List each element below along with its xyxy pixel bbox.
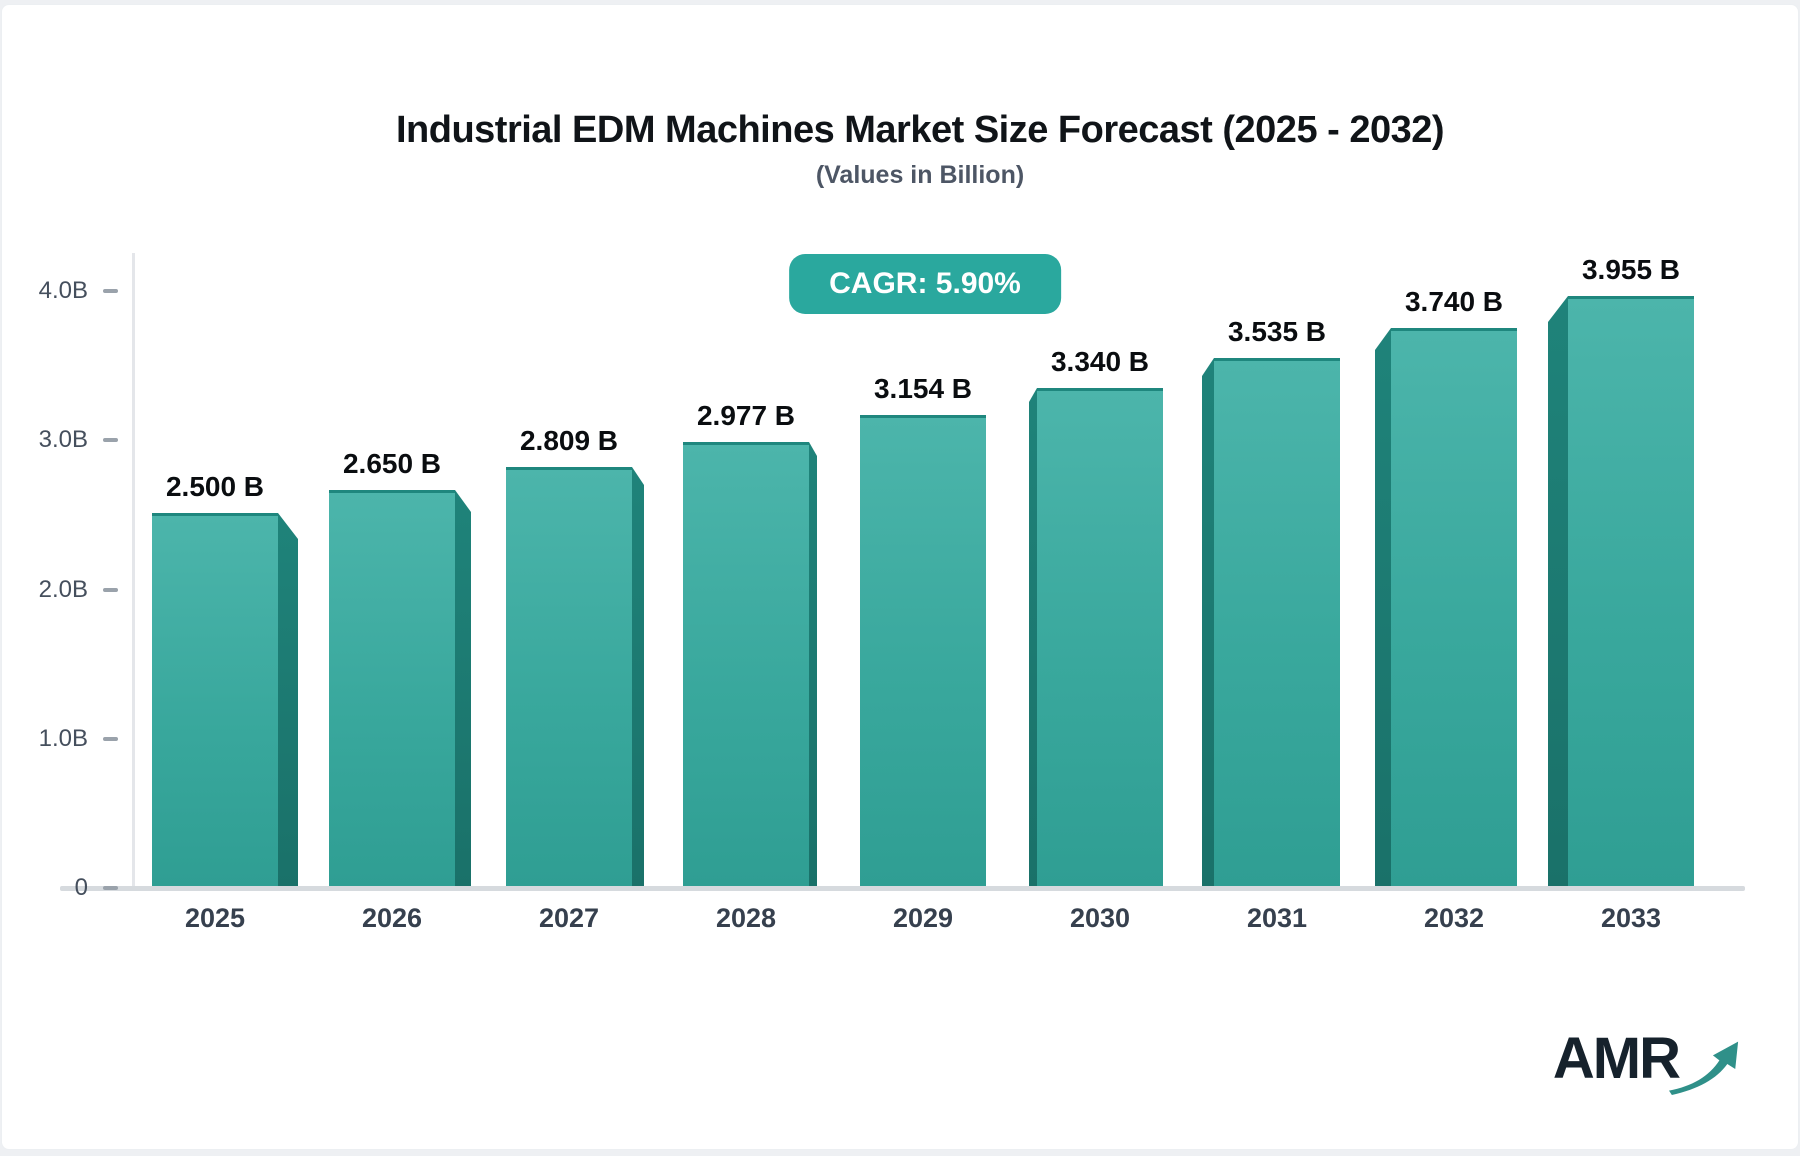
y-tick-label-0: 0: [74, 874, 88, 901]
bar-value-2027: 2.809 B: [519, 425, 619, 456]
bar-value-2032: 3.740 B: [1404, 286, 1504, 317]
y-tick-dash: [103, 289, 118, 293]
y-tick-dash: [103, 587, 118, 592]
bar-value-2029: 3.154 B: [873, 373, 973, 404]
x-tick-label-2025: 2025: [184, 903, 246, 933]
bar-2027: [506, 467, 632, 886]
chart-card: Industrial EDM Machines Market Size Fore…: [1, 4, 1799, 1150]
y-tick-label-3.0B: 3.0B: [38, 426, 88, 454]
bar-2025: [152, 513, 278, 886]
bar-2031: [1214, 358, 1340, 886]
amr-logo-text: AMR: [1552, 1026, 1681, 1091]
bar-side-2028: [809, 442, 817, 886]
y-tick-label-2.0B: 2.0B: [38, 575, 88, 603]
bar-2026: [329, 490, 455, 886]
growth-arrow-icon: [1669, 1041, 1739, 1095]
bar-2030: [1037, 388, 1163, 886]
x-tick-label-2030: 2030: [1069, 903, 1131, 933]
cagr-badge: CAGR: 5.90%: [789, 254, 1061, 314]
bar-chart: 0 1.0B 2.0B 3.0B 4.0B 2.500 B 2025 2.650 B 2026 2…: [2, 5, 1798, 1149]
x-tick-label-2026: 2026: [361, 903, 423, 933]
bar-side-2025: [278, 513, 298, 886]
y-tick-label-4.0B: 4.0B: [38, 277, 88, 304]
y-tick-label-1.0B: 1.0B: [38, 724, 88, 752]
y-tick-dash: [103, 886, 118, 890]
y-tick-dash: [103, 736, 118, 741]
bar-side-2026: [455, 490, 471, 886]
x-tick-label-2032: 2032: [1423, 903, 1485, 933]
bar-value-2031: 3.535 B: [1227, 316, 1327, 347]
bar-2029: [860, 415, 986, 886]
y-tick-dash: [103, 438, 118, 443]
bar-2028: [683, 442, 809, 886]
chart-title: Industrial EDM Machines Market Size Fore…: [395, 109, 1445, 151]
x-tick-label-2031: 2031: [1246, 903, 1308, 933]
y-axis-line: [132, 253, 135, 886]
bar-2032: [1391, 328, 1517, 886]
x-axis-line: [60, 886, 1745, 891]
bar-side-2032: [1375, 328, 1391, 886]
bar-value-2033: 3.955 B: [1581, 254, 1681, 285]
bar-2033: [1568, 296, 1694, 886]
bar-side-2027: [632, 467, 644, 886]
x-tick-label-2029: 2029: [892, 903, 954, 933]
bar-side-2030: [1029, 388, 1037, 886]
amr-logo: AMR: [1553, 1027, 1741, 1095]
bar-side-2033: [1548, 296, 1568, 886]
x-tick-label-2027: 2027: [538, 903, 600, 933]
chart-subtitle: (Values in Billion): [815, 161, 1025, 189]
x-tick-label-2033: 2033: [1600, 903, 1662, 933]
bar-value-2030: 3.340 B: [1050, 346, 1150, 377]
bar-side-2031: [1202, 358, 1214, 886]
bar-value-2026: 2.650 B: [342, 448, 442, 479]
bar-value-2025: 2.500 B: [165, 471, 265, 502]
bar-value-2028: 2.977 B: [696, 400, 796, 431]
x-tick-label-2028: 2028: [715, 903, 777, 933]
